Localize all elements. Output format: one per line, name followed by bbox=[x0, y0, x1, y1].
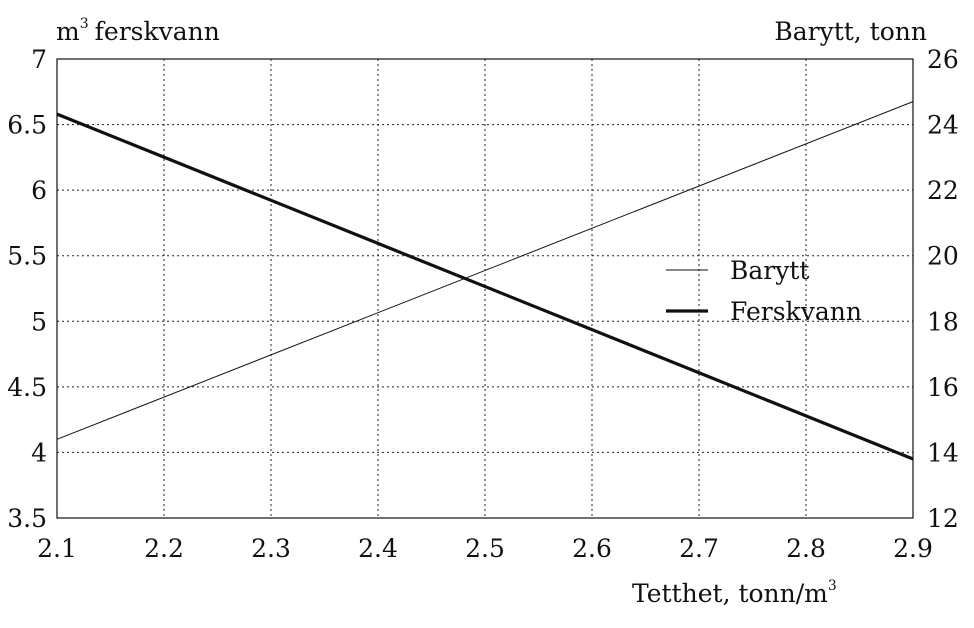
x-axis-label-text: Tetthet, tonn/m bbox=[632, 579, 828, 608]
series-line-barytt bbox=[56, 101, 914, 440]
x-tick-label: 2.1 bbox=[37, 534, 77, 563]
x-tick-label: 2.8 bbox=[786, 534, 826, 563]
y-left-tick-label: 4 bbox=[31, 438, 47, 467]
ticks-layer: 2.1 2.2 2.3 2.4 2.5 2.6 2.7 2.8 2.9 3.5 4 4.5 5 5.5 6 6… bbox=[7, 45, 959, 563]
y-left-tick-label: 7 bbox=[31, 45, 47, 74]
x-tick-label: 2.4 bbox=[358, 534, 398, 563]
y-left-tick-label: 5 bbox=[31, 307, 47, 336]
legend-label-barytt: Barytt bbox=[730, 256, 809, 285]
x-axis-label: Tetthet, tonn/m3 bbox=[632, 578, 837, 608]
y-left-tick-label: 6 bbox=[31, 176, 47, 205]
y-left-tick-label: 6.5 bbox=[7, 111, 47, 140]
plot-frame bbox=[56, 58, 914, 519]
y-axis-left-label-text: ferskvann bbox=[95, 17, 220, 46]
y-right-tick-label: 12 bbox=[927, 504, 959, 533]
x-tick-label: 2.5 bbox=[465, 534, 505, 563]
x-tick-label: 2.6 bbox=[572, 534, 612, 563]
legend: Barytt Ferskvann bbox=[666, 256, 862, 326]
y-left-tick-label: 3.5 bbox=[7, 504, 47, 533]
grid bbox=[57, 59, 913, 518]
series-line-ferskvann bbox=[56, 112, 914, 461]
x-tick-label: 2.7 bbox=[679, 534, 719, 563]
x-tick-label: 2.3 bbox=[251, 534, 291, 563]
y-right-tick-label: 18 bbox=[927, 307, 959, 336]
y-right-tick-label: 22 bbox=[927, 176, 959, 205]
y-axis-left-label-prefix: m bbox=[56, 17, 80, 46]
y-right-tick-label: 14 bbox=[927, 438, 959, 467]
y-right-tick-label: 20 bbox=[927, 242, 959, 271]
y-left-tick-label: 5.5 bbox=[7, 242, 47, 271]
y-axis-right-label: Barytt, tonn bbox=[774, 17, 927, 46]
y-axis-left-label: m3 ferskvann bbox=[56, 16, 220, 46]
y-right-tick-label: 16 bbox=[927, 373, 959, 402]
x-tick-label: 2.2 bbox=[144, 534, 184, 563]
y-right-tick-label: 24 bbox=[927, 111, 959, 140]
x-tick-label: 2.9 bbox=[893, 534, 933, 563]
series-layer bbox=[56, 101, 914, 461]
y-right-tick-label: 26 bbox=[927, 45, 959, 74]
y-axis-left-label-superscript: 3 bbox=[80, 16, 89, 32]
y-left-tick-label: 4.5 bbox=[7, 373, 47, 402]
x-axis-label-superscript: 3 bbox=[828, 578, 837, 594]
legend-label-ferskvann: Ferskvann bbox=[730, 297, 862, 326]
